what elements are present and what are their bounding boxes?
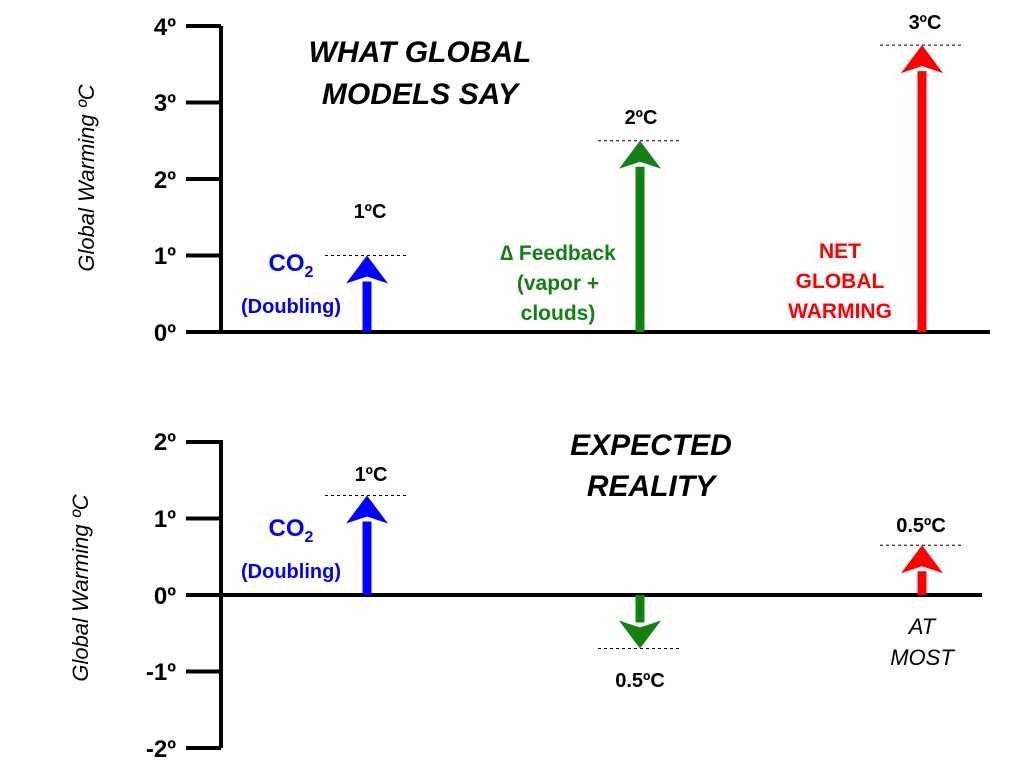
top-feedback-label-2: (vapor +	[517, 272, 599, 295]
top-tick-label-2: 2º	[154, 167, 176, 194]
top-y-axis-label: Global Warming ºC	[74, 84, 99, 271]
top-net-value-label: 3ºC	[909, 12, 942, 34]
top-co2-label: CO2	[269, 250, 314, 281]
bottom-net-arrow	[880, 544, 964, 595]
top-panel: Global Warming ºC 0º 1º 2º 3º 4º WHAT GL…	[74, 12, 990, 347]
top-co2-value-label: 1ºC	[354, 201, 387, 223]
bottom-title-line-1: EXPECTED	[570, 429, 732, 462]
bottom-net-note-1: AT	[907, 614, 937, 639]
top-co2-detail: (Doubling)	[241, 296, 341, 318]
bottom-tick-label-2: 0º	[154, 583, 176, 610]
top-co2-arrow-head	[346, 255, 388, 284]
bottom-feedback-value-label: 0.5ºC	[615, 670, 665, 692]
top-feedback-arrow	[598, 140, 682, 332]
top-title-line-2: MODELS SAY	[322, 78, 521, 111]
bottom-tick-marks	[186, 440, 221, 750]
top-tick-label-1: 1º	[154, 243, 176, 270]
bottom-panel: Global Warming ºC -2º -1º 0º 1º 2º EXPEC…	[68, 429, 982, 763]
bottom-feedback-arrow-head	[619, 620, 661, 649]
bottom-feedback-arrow	[598, 595, 682, 650]
bottom-co2-arrow-head	[346, 495, 388, 524]
bottom-co2-label: CO2	[269, 515, 314, 546]
bottom-tick-label-4: 2º	[154, 429, 176, 456]
top-feedback-label-3: clouds)	[521, 302, 596, 325]
top-feedback-label-1: ∆ Feedback	[500, 242, 616, 265]
bottom-net-note-2: MOST	[890, 645, 955, 670]
bottom-co2-arrow	[325, 495, 409, 595]
bottom-net-value-label: 0.5ºC	[896, 515, 946, 537]
top-title-line-1: WHAT GLOBAL	[309, 36, 532, 69]
top-net-label-3: WARMING	[788, 300, 892, 323]
bottom-net-arrow-head	[901, 545, 943, 574]
bottom-tick-label-0: -2º	[146, 736, 176, 763]
bottom-y-axis-label: Global Warming ºC	[68, 494, 93, 681]
bottom-title-line-2: REALITY	[587, 470, 718, 503]
bottom-tick-label-1: -1º	[146, 659, 176, 686]
top-tick-label-4: 4º	[154, 14, 176, 41]
bottom-co2-value-label: 1ºC	[355, 464, 388, 486]
top-feedback-arrow-head	[619, 140, 661, 169]
bottom-tick-label-3: 1º	[154, 506, 176, 533]
top-net-label-2: GLOBAL	[796, 270, 885, 293]
top-net-arrow-head	[901, 45, 943, 74]
top-net-label-1: NET	[819, 240, 861, 263]
top-tick-marks	[186, 24, 221, 334]
top-tick-label-0: 0º	[154, 320, 176, 347]
top-feedback-value-label: 2ºC	[625, 107, 658, 129]
top-tick-label-3: 3º	[154, 90, 176, 117]
bottom-co2-detail: (Doubling)	[241, 561, 341, 583]
top-co2-arrow	[325, 255, 409, 332]
top-net-arrow	[880, 44, 964, 332]
